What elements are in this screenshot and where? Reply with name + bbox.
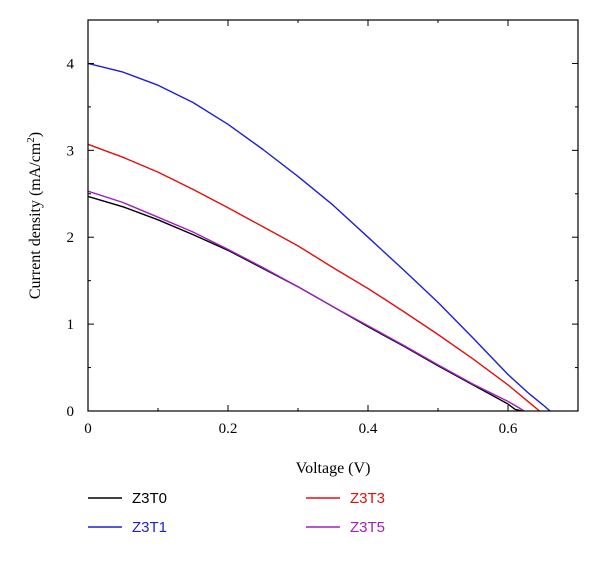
legend-label-z3t3: Z3T3: [350, 490, 385, 507]
series-line-z3t0: [87, 195, 523, 412]
y-tick-label: 0: [67, 404, 75, 420]
legend-label-z3t1: Z3T1: [132, 519, 167, 536]
y-tick-label: 3: [67, 143, 75, 159]
series-line-z3t5: [87, 190, 525, 412]
legend-label-z3t0: Z3T0: [132, 490, 167, 507]
legend: Z3T0 Z3T1 Z3T3 Z3T5: [88, 490, 385, 536]
legend-label-z3t5: Z3T5: [350, 519, 385, 536]
y-axis-title-main: Current density (mA/cm: [27, 142, 44, 299]
y-axis-title-close: ): [27, 132, 44, 137]
series-line-z3t1: [87, 62, 551, 412]
y-tick-label: 4: [67, 56, 75, 72]
plot-frame: [87, 19, 579, 412]
x-tick-label: 0.6: [499, 421, 518, 437]
x-axis-title: Voltage (V): [296, 460, 371, 477]
x-tick-label: 0: [84, 421, 92, 437]
y-tick-label: 1: [67, 317, 75, 333]
y-axis-title-superscript: 2: [25, 137, 37, 143]
x-tick-label: 0.4: [359, 421, 378, 437]
series-line-z3t3: [87, 143, 540, 412]
plot-area: [87, 62, 551, 412]
axes: 0 0.2 0.4 0.6 0 1 2 3 4: [67, 19, 579, 437]
x-tick-label: 0.2: [219, 421, 238, 437]
y-tick-label: 2: [67, 230, 75, 246]
y-axis-title: Current density (mA/cm2): [25, 132, 44, 299]
